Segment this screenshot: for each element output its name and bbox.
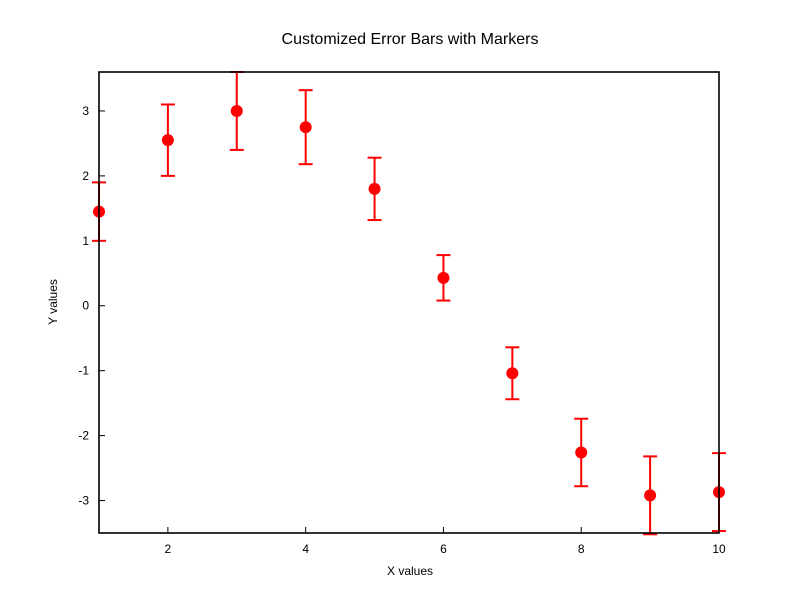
- chart-title: Customized Error Bars with Markers: [282, 31, 539, 48]
- data-point-marker: [644, 489, 657, 502]
- y-tick-label: 2: [82, 169, 89, 183]
- y-tick-label: -1: [78, 364, 89, 378]
- y-axis-label: Y values: [46, 279, 60, 325]
- y-tick-label: 3: [82, 104, 89, 118]
- y-tick-label: 1: [82, 234, 89, 248]
- y-tick-label: -2: [78, 429, 89, 443]
- x-tick-label: 10: [712, 542, 726, 556]
- data-point-marker: [437, 271, 450, 284]
- x-axis-label: X values: [387, 564, 433, 578]
- data-point-marker: [506, 367, 519, 380]
- ticks-layer: 2 4 6 8 10 -3 -2 -1 0 1 2 3: [78, 104, 726, 556]
- x-tick-label: 8: [578, 542, 585, 556]
- points-layer: [92, 71, 726, 536]
- y-tick-label: 0: [82, 299, 89, 313]
- data-point-marker: [368, 182, 381, 195]
- data-point-marker: [161, 134, 174, 147]
- x-tick-label: 2: [165, 542, 172, 556]
- data-point-marker: [575, 446, 588, 459]
- y-tick-label: -3: [78, 494, 89, 508]
- plot-area-frame: [98, 71, 720, 534]
- data-point-marker: [230, 104, 243, 117]
- x-tick-label: 6: [440, 542, 447, 556]
- data-point-marker: [299, 121, 312, 134]
- x-tick-label: 4: [302, 542, 309, 556]
